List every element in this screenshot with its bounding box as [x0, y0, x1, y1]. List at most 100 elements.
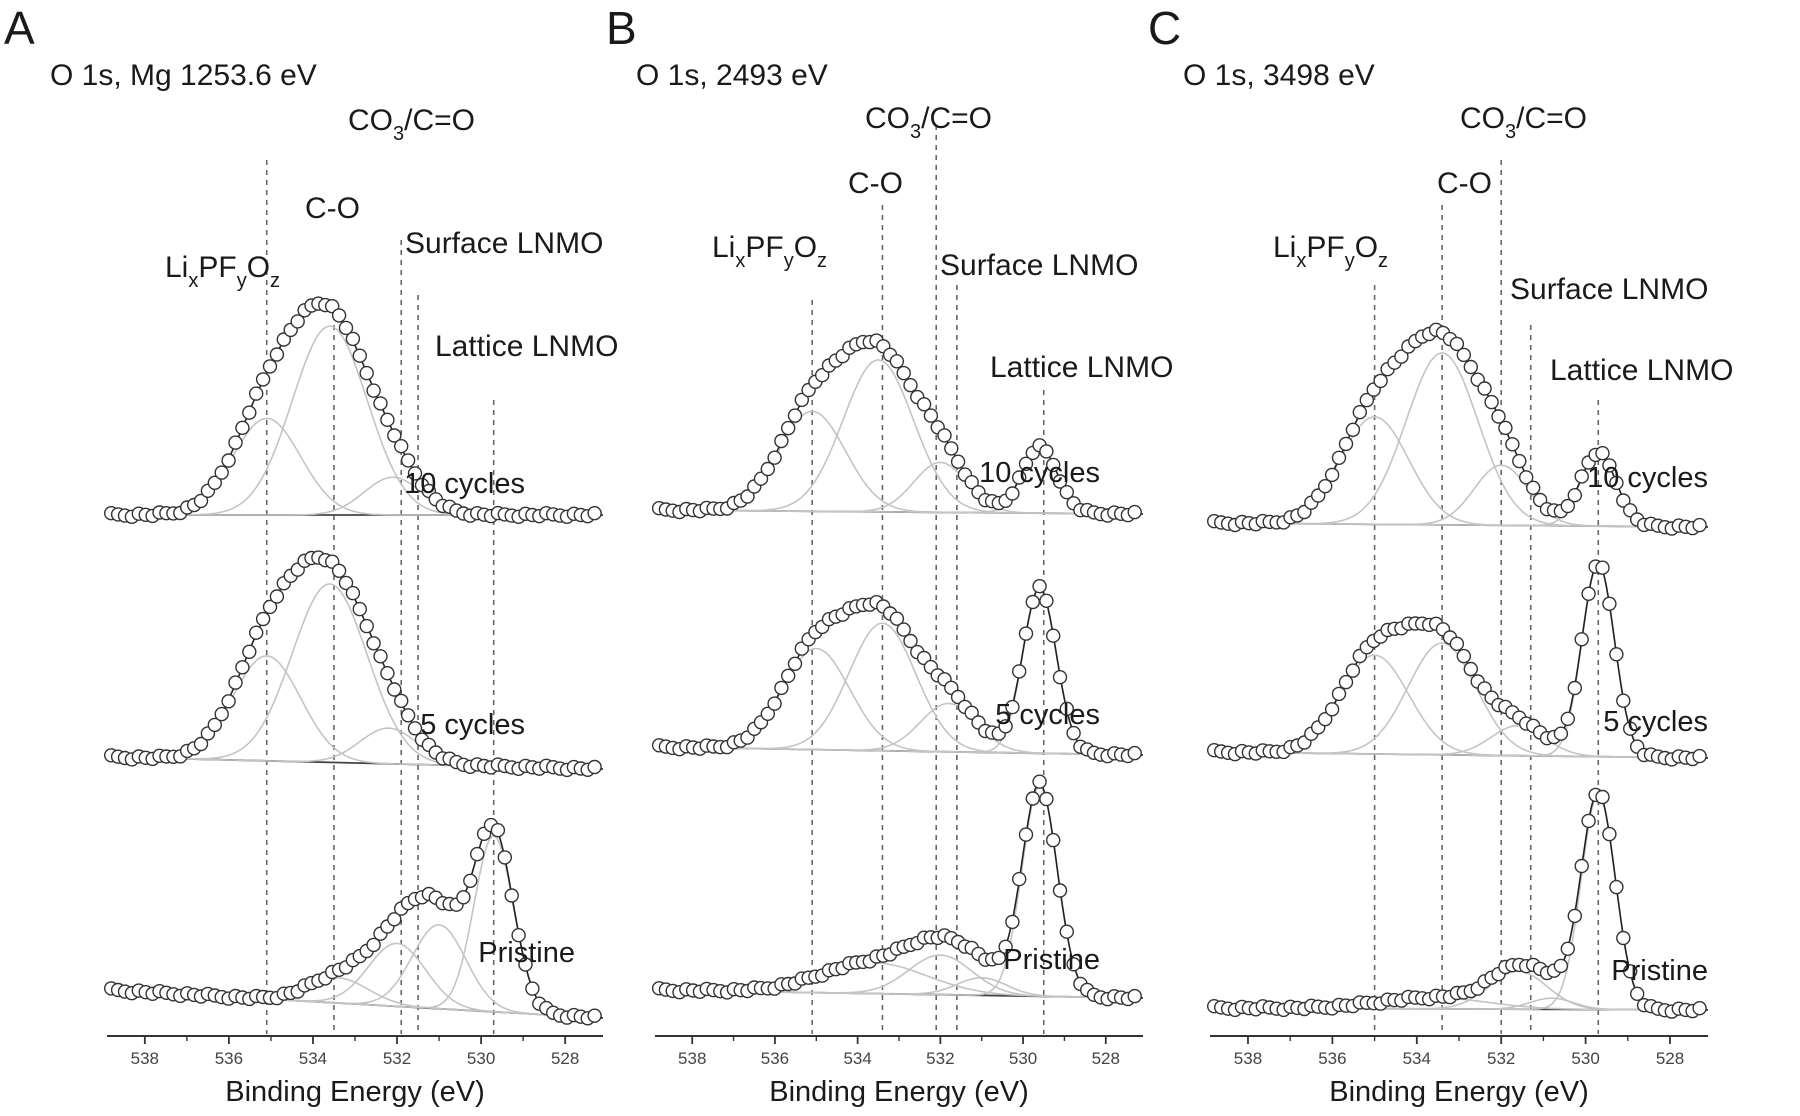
data-point — [1518, 470, 1534, 485]
data-point — [214, 706, 229, 722]
x-tick-label: 534 — [1403, 1049, 1431, 1068]
x-tick-label: 536 — [215, 1049, 243, 1068]
data-point — [1059, 924, 1075, 939]
co3-main: CO — [348, 104, 393, 137]
x-tick-label: 530 — [1009, 1049, 1037, 1068]
data-point — [950, 689, 966, 705]
x-tick-label: 530 — [467, 1049, 495, 1068]
data-point — [497, 850, 512, 865]
data-point — [916, 397, 932, 412]
panel-b: B O 1s, 2493 eV CO3/C=O C-O LixPFyOz Surface … — [606, 2, 1173, 1108]
data-point — [1032, 579, 1047, 594]
co3-rest: /C=O — [921, 102, 992, 135]
data-point — [387, 682, 402, 697]
spectrum-pristine: Pristine — [103, 817, 604, 1026]
data-point — [1352, 405, 1368, 420]
data-point — [331, 308, 347, 323]
peak-label-surface-lnmo: Surface LNMO — [940, 249, 1138, 282]
data-point — [760, 461, 775, 477]
data-point — [1574, 469, 1589, 484]
data-point — [1373, 373, 1388, 389]
data-point — [1045, 832, 1061, 848]
data-point — [1066, 725, 1081, 741]
lix-z: z — [1378, 250, 1388, 272]
data-point — [944, 441, 959, 456]
spectrum-5-cycles: 5 cycles — [651, 579, 1144, 764]
lix-li: Li — [1273, 231, 1296, 264]
data-point — [1012, 470, 1027, 485]
data-point — [1025, 594, 1041, 610]
data-point — [249, 625, 264, 640]
data-point — [1018, 626, 1034, 641]
data-point — [587, 759, 602, 775]
data-point — [903, 378, 918, 393]
x-tick-label: 532 — [926, 1049, 954, 1068]
x-tick-label: 536 — [1318, 1049, 1346, 1068]
data-point — [242, 405, 257, 420]
data-point — [794, 392, 809, 408]
data-point — [352, 601, 367, 617]
data-point — [1012, 664, 1027, 679]
data-point — [1602, 458, 1617, 473]
x-axis: 538 536 534 532 530 528 Binding Energy (eV) — [107, 1035, 603, 1108]
data-point — [903, 633, 918, 649]
data-point — [490, 823, 506, 838]
data-point — [1491, 409, 1506, 424]
data-point — [1567, 488, 1583, 503]
data-point — [1345, 663, 1361, 678]
data-point — [1477, 381, 1492, 396]
x-tick-label: 536 — [761, 1049, 789, 1068]
panel-letter: C — [1148, 2, 1181, 54]
spectrum-10-cycles: 10 cycles — [1206, 322, 1709, 536]
series-label: 10 cycles — [1587, 462, 1708, 494]
data-point — [255, 372, 271, 387]
data-point — [249, 386, 264, 401]
lix-o: O — [1355, 231, 1378, 264]
x-tick-label: 528 — [1092, 1049, 1120, 1068]
co3-main: CO — [1460, 102, 1505, 135]
data-point — [1025, 791, 1041, 806]
data-point — [1317, 712, 1333, 727]
lix-y: y — [784, 250, 794, 272]
data-point — [276, 332, 291, 347]
data-point — [1066, 957, 1081, 972]
data-point — [221, 694, 236, 709]
component-peak-1 — [107, 417, 603, 516]
x-tick-label: 538 — [678, 1049, 706, 1068]
data-point — [1484, 394, 1499, 410]
data-point — [1012, 871, 1027, 887]
data-point — [1345, 422, 1361, 437]
data-point — [1525, 480, 1541, 495]
x-tick-label: 528 — [551, 1049, 579, 1068]
data-point — [221, 453, 236, 468]
data-point — [345, 331, 361, 347]
data-point — [387, 912, 402, 927]
data-point — [1602, 596, 1617, 611]
data-point — [787, 656, 803, 671]
peak-label-co3: CO3/C=O — [348, 104, 475, 145]
data-point — [1018, 456, 1034, 471]
data-point — [394, 693, 409, 709]
co3-sub: 3 — [1505, 121, 1516, 143]
data-point — [1449, 336, 1465, 352]
peak-label-co3: CO3/C=O — [865, 102, 992, 143]
spectrum-5-cycles: 5 cycles — [1206, 559, 1709, 767]
data-point — [923, 408, 939, 423]
lix-li: Li — [712, 231, 735, 264]
co3-sub: 3 — [393, 123, 404, 145]
data-point — [1005, 486, 1020, 501]
peak-label-lattice-lnmo: Lattice LNMO — [435, 330, 618, 363]
x-tick-label: 534 — [843, 1049, 871, 1068]
data-point — [1692, 517, 1707, 533]
data-point — [1359, 392, 1375, 408]
lix-o: O — [247, 251, 270, 284]
lix-x: x — [735, 250, 745, 272]
data-point — [262, 359, 278, 374]
peak-label-lixpfyoz: LixPFyOz — [1273, 231, 1388, 272]
lix-y: y — [1345, 250, 1355, 272]
data-point — [1595, 560, 1610, 575]
data-point — [1449, 636, 1465, 651]
series-label: Pristine — [1611, 955, 1708, 987]
peak-label-c-o: C-O — [1437, 167, 1492, 200]
